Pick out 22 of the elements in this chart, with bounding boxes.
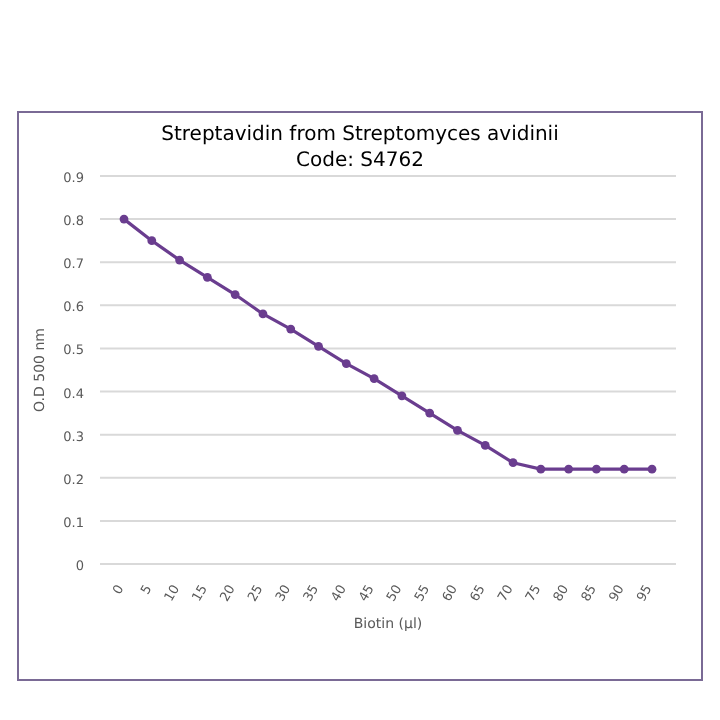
point [647, 464, 657, 474]
point [147, 236, 157, 246]
point [202, 272, 212, 282]
point [369, 374, 379, 384]
point [453, 425, 462, 435]
point [508, 458, 518, 468]
point [230, 290, 240, 299]
point [397, 391, 407, 401]
point [314, 341, 323, 351]
point [119, 214, 129, 224]
point [564, 464, 574, 474]
point [286, 324, 296, 334]
point [619, 464, 629, 474]
chart-title: Streptavidin from Streptomyces avidinii [161, 124, 559, 146]
point [258, 309, 268, 319]
point [425, 408, 435, 418]
point [480, 441, 490, 450]
point [592, 464, 601, 474]
point [341, 359, 351, 368]
point [175, 255, 184, 265]
chart-subtitle: Code: S4762 [296, 150, 424, 172]
point [536, 464, 546, 474]
